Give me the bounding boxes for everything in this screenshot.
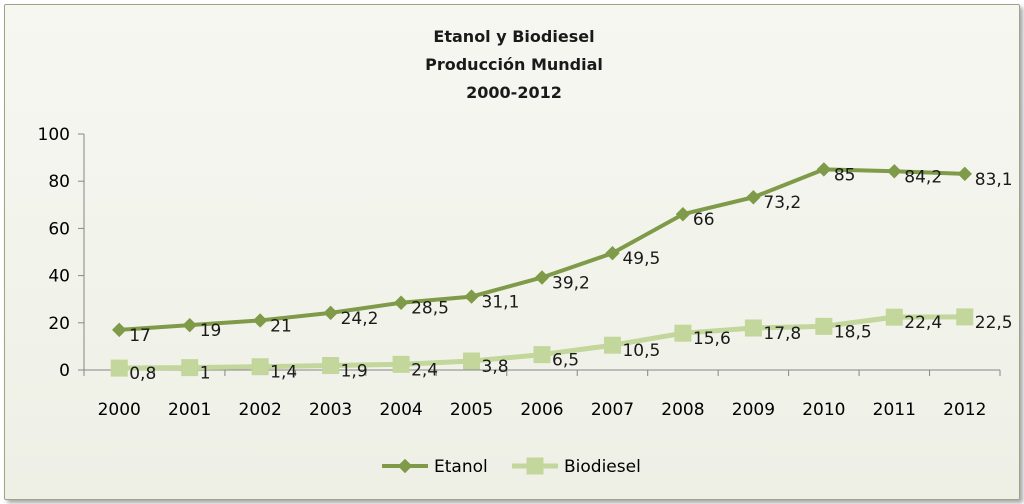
biodiesel-data-point bbox=[674, 324, 692, 342]
chart-title-line-1: Etanol y Biodiesel bbox=[433, 27, 594, 46]
etanol-data-label: 17 bbox=[129, 326, 151, 346]
x-tick-label: 2004 bbox=[379, 400, 422, 420]
etanol-data-label: 49,5 bbox=[622, 249, 660, 269]
etanol-data-point bbox=[887, 164, 902, 179]
x-tick-label: 2001 bbox=[168, 400, 211, 420]
biodiesel-data-label: 2,4 bbox=[411, 360, 438, 380]
etanol-data-label: 21 bbox=[270, 316, 292, 336]
biodiesel-data-label: 22,4 bbox=[904, 313, 942, 333]
chart-title-line-3: 2000-2012 bbox=[466, 83, 562, 102]
biodiesel-data-label: 10,5 bbox=[622, 341, 660, 361]
biodiesel-data-point bbox=[392, 355, 410, 373]
biodiesel-data-label: 17,8 bbox=[763, 324, 801, 344]
x-tick-label: 2002 bbox=[239, 400, 282, 420]
biodiesel-data-point bbox=[463, 352, 481, 370]
etanol-data-point bbox=[112, 322, 127, 338]
chart-area bbox=[4, 4, 1020, 500]
biodiesel-data-point bbox=[181, 359, 199, 377]
biodiesel-data-label: 1 bbox=[200, 364, 211, 384]
y-tick-label: 0 bbox=[59, 361, 70, 381]
y-tick-label: 20 bbox=[48, 314, 70, 334]
x-tick-label: 2005 bbox=[450, 400, 493, 420]
biodiesel-data-point bbox=[533, 346, 551, 364]
biodiesel-data-label: 3,8 bbox=[482, 357, 509, 377]
etanol-data-point bbox=[605, 245, 620, 261]
series-layer bbox=[110, 162, 974, 377]
y-tick-label: 100 bbox=[38, 125, 70, 145]
x-tick-label: 2009 bbox=[732, 400, 775, 420]
biodiesel-data-label: 18,5 bbox=[834, 322, 872, 342]
etanol-data-label: 66 bbox=[693, 210, 715, 230]
etanol-data-label: 85 bbox=[834, 165, 856, 185]
x-tick-label: 2000 bbox=[98, 400, 141, 420]
etanol-data-label: 24,2 bbox=[341, 309, 379, 329]
axes: 0 20 40 60 80 100 2000 2001 2002 2003 2004 2005 2006… bbox=[38, 125, 1001, 420]
etanol-data-point bbox=[323, 305, 338, 321]
chart-title-line-2: Producción Mundial bbox=[425, 55, 603, 74]
biodiesel-data-label: 1,4 bbox=[270, 363, 297, 383]
biodiesel-data-point bbox=[251, 358, 269, 376]
etanol-data-point bbox=[182, 317, 197, 333]
etanol-data-label: 19 bbox=[200, 321, 222, 341]
etanol-data-label: 39,2 bbox=[552, 273, 590, 293]
etanol-data-label: 28,5 bbox=[411, 299, 449, 319]
data-labels-layer: 17 19 21 24,2 28,5 31,1 39,2 49,5 66 73,2 85 84,2 83… bbox=[129, 165, 1012, 384]
legend-biodiesel-label: Biodiesel bbox=[564, 457, 641, 477]
biodiesel-data-point bbox=[322, 357, 340, 375]
etanol-data-label: 31,1 bbox=[482, 293, 520, 313]
etanol-data-point bbox=[464, 289, 479, 304]
etanol-data-point bbox=[393, 295, 409, 310]
biodiesel-data-point bbox=[744, 319, 762, 337]
etanol-data-point bbox=[252, 313, 268, 328]
x-tick-label: 2010 bbox=[802, 400, 845, 420]
y-tick-label: 80 bbox=[48, 172, 70, 192]
x-tick-label: 2012 bbox=[943, 400, 986, 420]
etanol-data-point bbox=[675, 207, 691, 222]
biodiesel-data-point bbox=[956, 308, 974, 326]
biodiesel-data-label: 1,9 bbox=[341, 362, 368, 382]
biodiesel-data-label: 22,5 bbox=[975, 313, 1013, 333]
biodiesel-data-point bbox=[815, 317, 833, 335]
x-tick-label: 2003 bbox=[309, 400, 352, 420]
biodiesel-data-point bbox=[885, 308, 903, 326]
biodiesel-data-label: 15,6 bbox=[693, 329, 731, 349]
biodiesel-data-label: 0,8 bbox=[129, 364, 156, 384]
etanol-data-point bbox=[957, 166, 972, 182]
etanol-data-point bbox=[816, 162, 832, 177]
x-tick-label: 2011 bbox=[873, 400, 916, 420]
etanol-data-label: 83,1 bbox=[975, 170, 1013, 190]
etanol-data-point bbox=[746, 190, 761, 205]
biodiesel-data-point bbox=[603, 336, 621, 354]
legend-etanol-label: Etanol bbox=[434, 457, 488, 477]
biodiesel-data-point bbox=[110, 359, 128, 377]
legend-biodiesel-marker bbox=[526, 457, 544, 475]
biodiesel-data-label: 6,5 bbox=[552, 351, 579, 371]
x-tick-label: 2006 bbox=[520, 400, 563, 420]
legend: Etanol Biodiesel bbox=[382, 457, 641, 477]
y-tick-label: 60 bbox=[48, 219, 70, 239]
x-tick-label: 2008 bbox=[661, 400, 704, 420]
etanol-data-label: 73,2 bbox=[763, 193, 801, 213]
etanol-data-point bbox=[534, 270, 550, 285]
etanol-series-line bbox=[117, 167, 967, 332]
legend-etanol-marker bbox=[397, 458, 413, 474]
y-tick-label: 40 bbox=[48, 267, 70, 287]
x-tick-label: 2007 bbox=[591, 400, 634, 420]
etanol-data-label: 84,2 bbox=[904, 167, 942, 187]
